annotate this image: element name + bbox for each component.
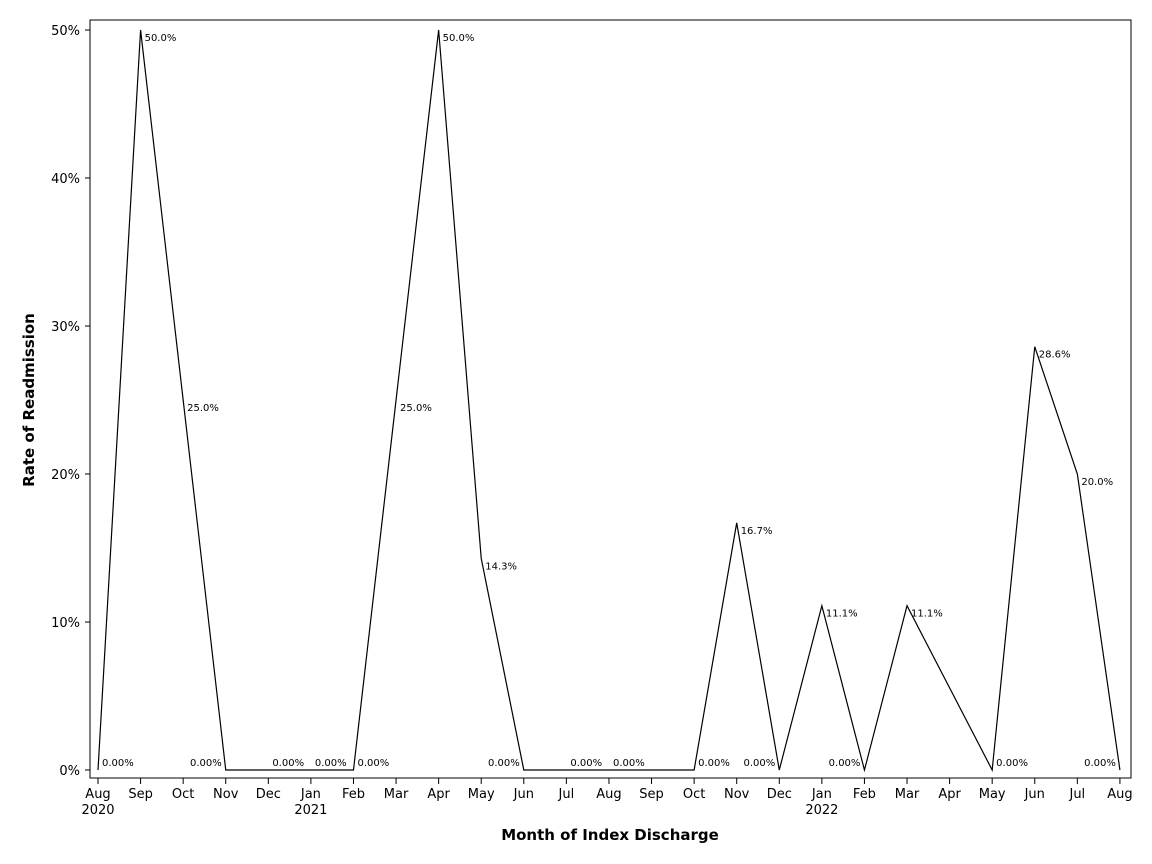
x-tick-label: Oct (172, 787, 194, 802)
y-tick-label: 20% (51, 468, 80, 483)
x-tick-label: Feb (342, 787, 365, 802)
data-label: 0.00% (613, 758, 645, 769)
data-label: 0.00% (743, 758, 775, 769)
x-tick-label: Aug (85, 787, 110, 802)
x-year-label: 2022 (805, 803, 838, 818)
data-label: 28.6% (1039, 350, 1071, 361)
x-tick-label: Jun (513, 787, 534, 802)
y-tick-label: 30% (51, 320, 80, 335)
data-label: 0.00% (570, 758, 602, 769)
x-tick-label: Mar (895, 787, 920, 802)
data-label: 0.00% (357, 758, 389, 769)
x-tick-label: Jul (558, 787, 575, 802)
y-tick-label: 40% (51, 172, 80, 187)
data-label: 50.0% (145, 33, 177, 44)
x-tick-label: Aug (596, 787, 621, 802)
series-line (97, 29, 1121, 773)
y-axis: 0% 10% 20% 30% 40% 50% (51, 24, 90, 779)
x-tick-label: Nov (724, 787, 750, 802)
data-label: 11.1% (911, 609, 943, 620)
data-label: 0.00% (698, 758, 730, 769)
x-tick-label: Oct (683, 787, 705, 802)
data-label: 0.00% (829, 758, 861, 769)
x-tick-label: Nov (213, 787, 239, 802)
data-label: 14.3% (485, 561, 517, 572)
x-tick-label: Jan (811, 787, 832, 802)
x-year-label: 2021 (294, 803, 327, 818)
x-tick-label: Jul (1068, 787, 1085, 802)
x-tick-label: Jun (1024, 787, 1045, 802)
x-tick-label: Jan (300, 787, 321, 802)
x-axis-title: Month of Index Discharge (501, 826, 719, 844)
x-tick-label: May (468, 787, 495, 802)
y-axis-title: Rate of Readmission (20, 313, 38, 487)
plot-area-frame (89, 19, 1132, 779)
data-label: 0.00% (272, 758, 304, 769)
x-tick-label: May (979, 787, 1006, 802)
data-label: 25.0% (400, 403, 432, 414)
data-label: 50.0% (443, 33, 475, 44)
data-label: 0.00% (102, 758, 134, 769)
x-year-label: 2020 (81, 803, 114, 818)
x-tick-label: Apr (427, 787, 450, 802)
y-tick-label: 50% (51, 24, 80, 39)
x-tick-label: Aug (1107, 787, 1132, 802)
y-tick-label: 0% (59, 764, 80, 779)
x-tick-label: Dec (256, 787, 281, 802)
x-tick-label: Mar (384, 787, 409, 802)
x-tick-label: Sep (128, 787, 153, 802)
data-label: 0.00% (315, 758, 347, 769)
data-label: 0.00% (996, 758, 1028, 769)
data-label: 25.0% (187, 403, 219, 414)
y-tick-label: 10% (51, 616, 80, 631)
x-tick-label: Sep (639, 787, 664, 802)
data-labels-layer: 0.00% 50.0% 25.0% 0.00% 0.00% 0.00% 0.00% 25.0%… (102, 33, 1116, 769)
data-label: 0.00% (190, 758, 222, 769)
x-tick-label: Apr (938, 787, 961, 802)
data-label: 20.0% (1081, 477, 1113, 488)
data-label: 16.7% (741, 526, 773, 537)
x-tick-label: Feb (853, 787, 876, 802)
data-label: 11.1% (826, 609, 858, 620)
series-layer (97, 29, 1121, 773)
x-tick-label: Dec (767, 787, 792, 802)
x-axis: Aug Sep Oct Nov Dec Jan Feb Mar Apr May Jun Jul Aug S… (81, 778, 1133, 818)
data-label: 0.00% (1084, 758, 1116, 769)
data-label: 0.00% (488, 758, 520, 769)
